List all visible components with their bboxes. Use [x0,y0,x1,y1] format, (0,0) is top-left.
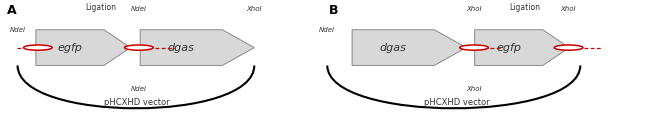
Text: NdeI: NdeI [131,6,147,12]
Text: NdeI: NdeI [319,27,335,33]
Polygon shape [36,30,130,65]
Circle shape [125,45,153,50]
Text: Ligation: Ligation [509,3,541,12]
Text: XhoI: XhoI [466,86,482,92]
Text: egfp: egfp [57,43,82,53]
Text: dgas: dgas [379,43,407,53]
Text: Ligation: Ligation [85,3,117,12]
Polygon shape [352,30,466,65]
Text: egfp: egfp [496,43,521,53]
Text: XhoI: XhoI [246,6,261,12]
Circle shape [23,45,52,50]
Circle shape [554,45,583,50]
Text: XhoI: XhoI [561,6,576,12]
Text: NdeI: NdeI [10,27,25,33]
Polygon shape [475,30,569,65]
Text: pHCXHD vector: pHCXHD vector [104,98,170,107]
Text: XhoI: XhoI [466,6,482,12]
Text: NdeI: NdeI [131,86,147,92]
Text: A: A [7,4,16,17]
Text: pHCXHD vector: pHCXHD vector [424,98,489,107]
Polygon shape [140,30,254,65]
Text: dgas: dgas [168,43,195,53]
Text: B: B [329,4,339,17]
Circle shape [460,45,488,50]
